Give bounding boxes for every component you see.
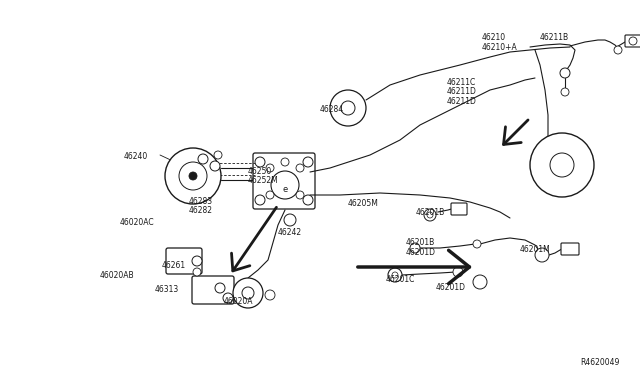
Circle shape [410, 243, 420, 253]
Circle shape [233, 278, 263, 308]
Text: 46201B: 46201B [406, 238, 435, 247]
Circle shape [530, 133, 594, 197]
Text: 46284: 46284 [320, 105, 344, 114]
Text: 46252M: 46252M [248, 176, 279, 185]
Text: 46313: 46313 [155, 285, 179, 294]
Text: 46211D: 46211D [447, 87, 477, 96]
Circle shape [242, 287, 254, 299]
Circle shape [550, 153, 574, 177]
Circle shape [189, 172, 197, 180]
Circle shape [629, 37, 637, 45]
Circle shape [271, 171, 299, 199]
FancyBboxPatch shape [561, 243, 579, 255]
Circle shape [303, 195, 313, 205]
Circle shape [179, 162, 207, 190]
Text: 46210: 46210 [482, 33, 506, 42]
FancyBboxPatch shape [253, 153, 315, 209]
Text: 46242: 46242 [278, 228, 302, 237]
Circle shape [560, 68, 570, 78]
Text: 46201B: 46201B [416, 208, 445, 217]
FancyBboxPatch shape [451, 203, 467, 215]
Text: 46201D: 46201D [436, 283, 466, 292]
Text: 46211B: 46211B [540, 33, 569, 42]
Text: 46211D: 46211D [447, 97, 477, 106]
Text: 46282: 46282 [189, 206, 213, 215]
Circle shape [265, 290, 275, 300]
Circle shape [388, 268, 402, 282]
Circle shape [453, 267, 463, 277]
Circle shape [473, 240, 481, 248]
Text: 46201D: 46201D [406, 248, 436, 257]
Circle shape [330, 90, 366, 126]
Text: 46240: 46240 [124, 152, 148, 161]
Circle shape [255, 157, 265, 167]
Circle shape [255, 195, 265, 205]
Text: 46205M: 46205M [348, 199, 379, 208]
Text: 46210+A: 46210+A [482, 43, 518, 52]
Text: 46250: 46250 [248, 167, 272, 176]
Circle shape [193, 268, 201, 276]
Text: 46261: 46261 [162, 261, 186, 270]
Circle shape [198, 154, 208, 164]
Circle shape [427, 212, 433, 218]
Circle shape [535, 248, 549, 262]
Circle shape [215, 283, 225, 293]
Text: 46201M: 46201M [520, 245, 551, 254]
Text: 46201C: 46201C [386, 275, 415, 284]
Circle shape [266, 164, 274, 172]
Circle shape [392, 272, 398, 278]
Circle shape [561, 88, 569, 96]
FancyBboxPatch shape [166, 248, 202, 274]
Circle shape [424, 209, 436, 221]
Text: R4620049: R4620049 [580, 358, 620, 367]
Circle shape [192, 256, 202, 266]
Text: 46211C: 46211C [447, 78, 476, 87]
Text: 46020A: 46020A [224, 297, 253, 306]
FancyBboxPatch shape [192, 276, 234, 304]
Circle shape [296, 191, 304, 199]
FancyBboxPatch shape [625, 35, 640, 47]
Circle shape [473, 275, 487, 289]
Circle shape [296, 164, 304, 172]
Circle shape [281, 158, 289, 166]
Circle shape [303, 157, 313, 167]
Text: 46283: 46283 [189, 197, 213, 206]
Circle shape [214, 151, 222, 159]
Circle shape [165, 148, 221, 204]
Text: 46020AB: 46020AB [100, 271, 134, 280]
Text: e: e [282, 186, 287, 195]
Circle shape [266, 191, 274, 199]
Circle shape [223, 293, 233, 303]
Text: 46020AC: 46020AC [120, 218, 155, 227]
Circle shape [614, 46, 622, 54]
Circle shape [284, 214, 296, 226]
Circle shape [341, 101, 355, 115]
Circle shape [210, 161, 220, 171]
